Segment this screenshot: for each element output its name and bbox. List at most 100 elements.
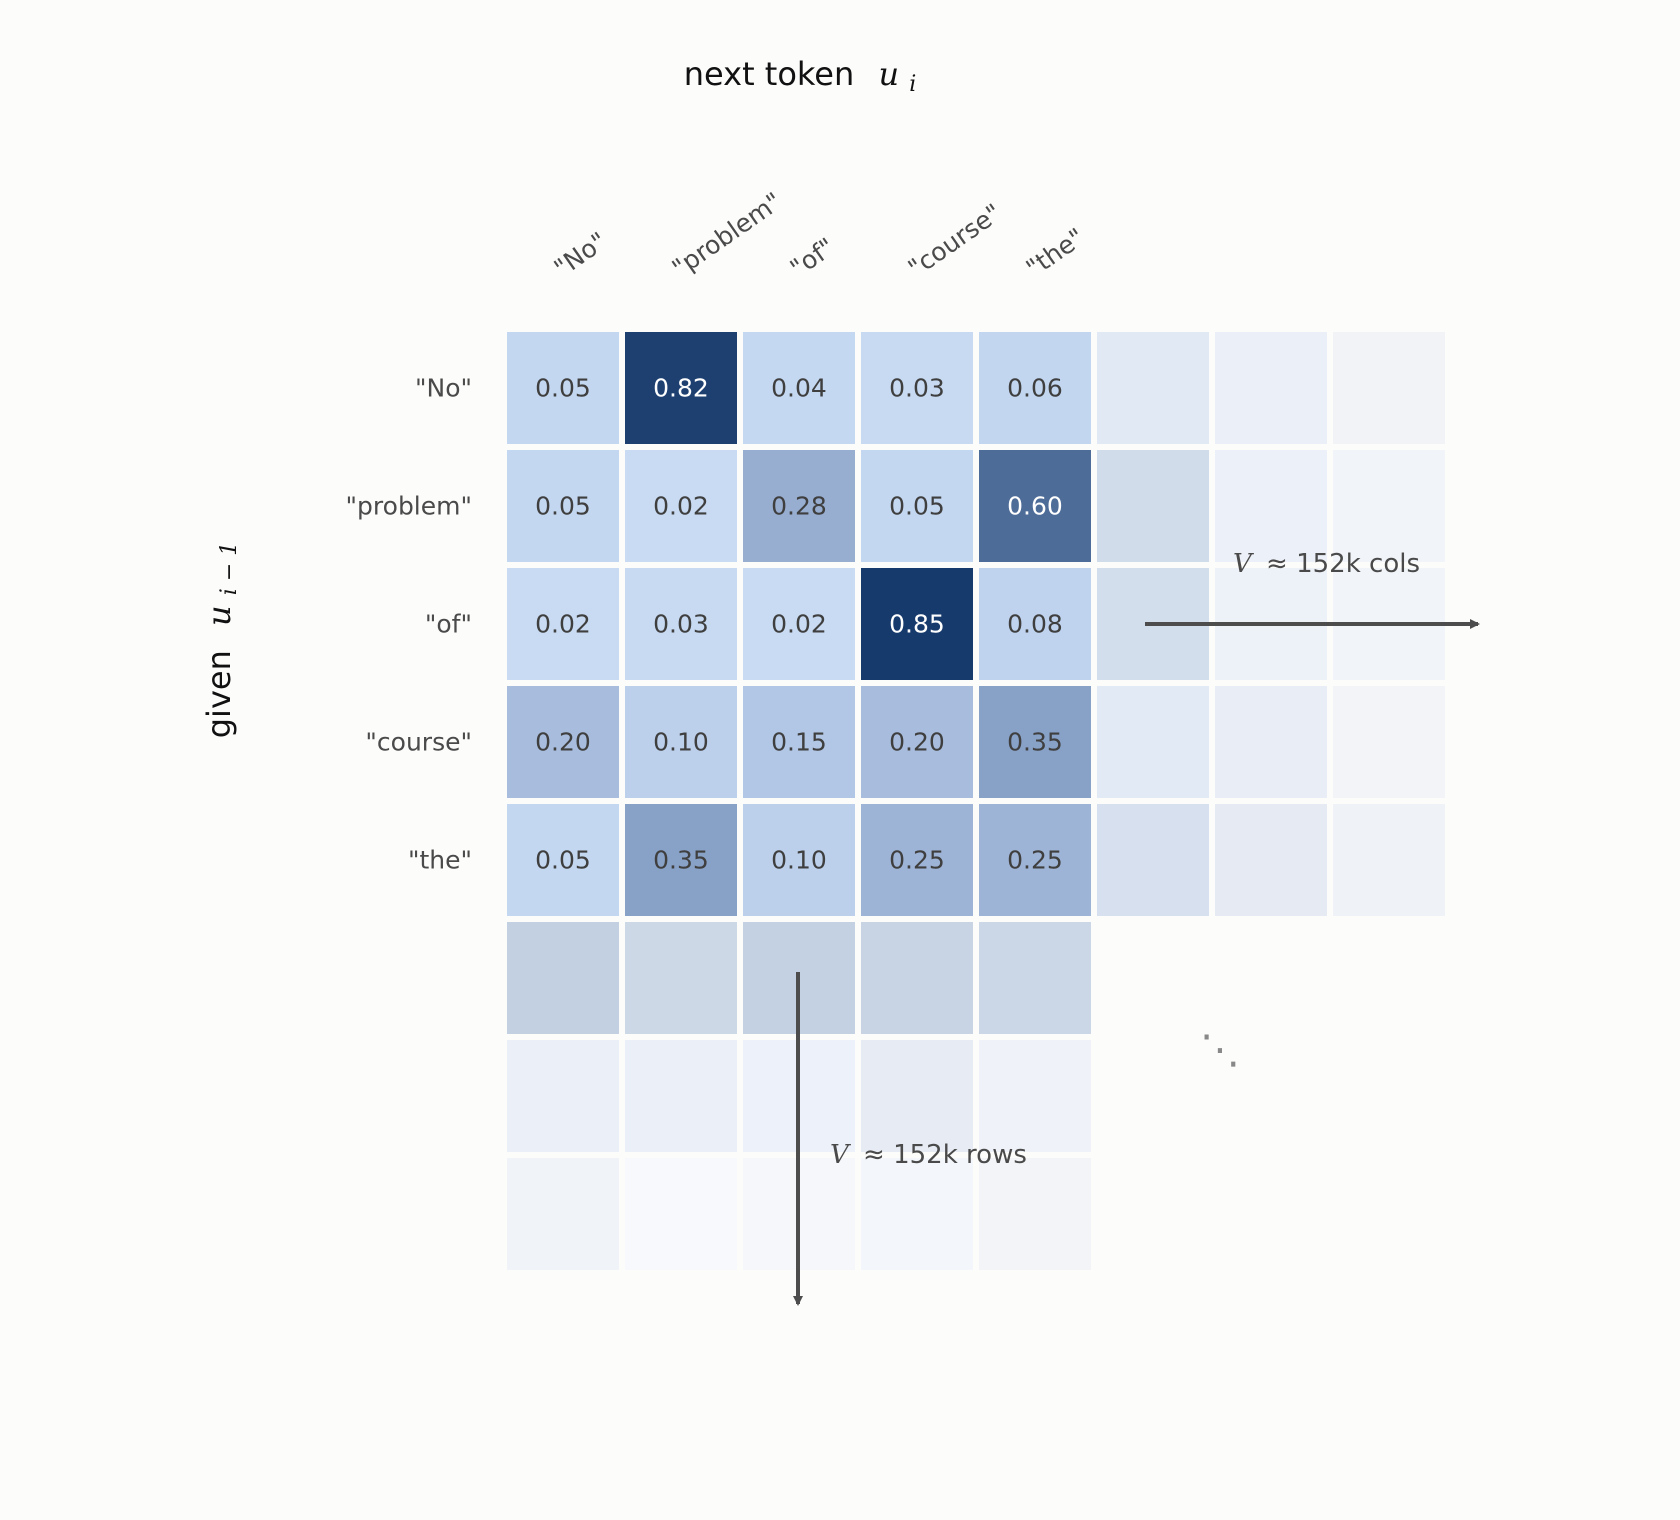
faded-cell (1097, 686, 1209, 798)
faded-cell (1097, 450, 1209, 562)
faded-cell (1215, 804, 1327, 916)
faded-cell (1097, 332, 1209, 444)
chart-title-math: u (878, 55, 899, 93)
cell-value-label: 0.05 (535, 374, 591, 403)
faded-cell (861, 922, 973, 1034)
faded-cell (625, 1040, 737, 1152)
heatmap-cell (625, 686, 737, 798)
chart-title-math-sub: i (909, 72, 916, 97)
heatmap-cell (861, 686, 973, 798)
faded-cell (1215, 332, 1327, 444)
cell-value-label: 0.02 (653, 492, 709, 521)
cols-annotation-text: ≈ 152k cols (1266, 549, 1420, 579)
chart-title: next token u i (684, 55, 917, 97)
cell-value-label: 0.60 (1007, 492, 1063, 521)
faded-cell (1333, 686, 1445, 798)
cell-value-label: 0.20 (535, 728, 591, 757)
heatmap-cell (861, 450, 973, 562)
heatmap-cell (507, 332, 619, 444)
cell-value-label: 0.25 (889, 846, 945, 875)
cell-value-label: 0.35 (1007, 728, 1063, 757)
faded-cell (1215, 686, 1327, 798)
cell-value-label: 0.15 (771, 728, 827, 757)
cell-value-label: 0.85 (889, 610, 945, 639)
cell-value-label: 0.02 (771, 610, 827, 639)
faded-cell (507, 1158, 619, 1270)
column-tick-label: "of" (785, 232, 840, 283)
row-tick-label: "the" (408, 846, 472, 875)
faded-cell (507, 922, 619, 1034)
cell-value-label: 0.05 (535, 492, 591, 521)
heatmap-cell (979, 686, 1091, 798)
cols-annotation: V ≈ 152k cols (1233, 549, 1420, 579)
rows-annotation-text: ≈ 152k rows (863, 1140, 1027, 1170)
cell-value-label: 0.25 (1007, 846, 1063, 875)
heatmap-cell (743, 568, 855, 680)
cell-value-label: 0.03 (889, 374, 945, 403)
row-tick-label: "of" (425, 610, 472, 639)
column-tick-label: "No" (549, 226, 612, 282)
cell-value-label: 0.08 (1007, 610, 1063, 639)
y-axis-label: given u i − 1 (200, 542, 242, 739)
cell-value-label: 0.10 (771, 846, 827, 875)
faded-cell (507, 1040, 619, 1152)
cell-value-labels: 0.05 0.82 0.04 0.03 0.06 0.05 0.02 0.28 0.05 0.60… (535, 374, 1063, 875)
heatmap-cell (743, 450, 855, 562)
heatmap-cell (743, 686, 855, 798)
faded-cell (1215, 450, 1327, 562)
faded-cell (979, 1040, 1091, 1152)
cell-value-label: 0.20 (889, 728, 945, 757)
heatmap-cell (861, 568, 973, 680)
heatmap-cell (625, 568, 737, 680)
faded-cell (979, 1158, 1091, 1270)
heatmap-cell (743, 332, 855, 444)
heatmap-cell (979, 568, 1091, 680)
cell-value-label: 0.05 (535, 846, 591, 875)
rows-annotation-var: V (830, 1140, 851, 1170)
faded-cell (861, 1040, 973, 1152)
cell-value-label: 0.05 (889, 492, 945, 521)
heatmap-cell (625, 450, 737, 562)
y-axis-label-math-sub: i − 1 (217, 542, 242, 595)
row-tick-labels: "No" "problem" "of" "course" "the" (346, 374, 472, 875)
heatmap-cell (861, 332, 973, 444)
faded-cell (1097, 804, 1209, 916)
column-tick-label: "problem" (667, 187, 787, 283)
cell-value-label: 0.10 (653, 728, 709, 757)
chart-title-text: next token (684, 55, 855, 93)
faded-cell (1333, 332, 1445, 444)
faded-cell (1333, 450, 1445, 562)
row-tick-label: "No" (415, 374, 472, 403)
y-axis-label-text: given (200, 650, 238, 738)
column-tick-label: "the" (1021, 222, 1090, 282)
heatmap-cells (507, 332, 1091, 916)
cell-value-label: 0.28 (771, 492, 827, 521)
rows-annotation: V ≈ 152k rows (830, 1140, 1027, 1170)
row-tick-label: "problem" (346, 492, 472, 521)
cell-value-label: 0.02 (535, 610, 591, 639)
heatmap-cell (507, 450, 619, 562)
heatmap-cell (979, 450, 1091, 562)
faded-cell (861, 1158, 973, 1270)
faded-cell (625, 922, 737, 1034)
faded-cell (1333, 804, 1445, 916)
cell-value-label: 0.03 (653, 610, 709, 639)
cell-value-label: 0.35 (653, 846, 709, 875)
cell-value-label: 0.06 (1007, 374, 1063, 403)
faded-cell (625, 1158, 737, 1270)
heatmap-cell (507, 804, 619, 916)
column-tick-labels: "No" "problem""of" "course" "the" (549, 187, 1090, 283)
heatmap-cell (979, 332, 1091, 444)
column-tick-label: "course" (903, 198, 1007, 283)
heatmap-cell (861, 804, 973, 916)
cols-annotation-var: V (1233, 549, 1254, 579)
ellipsis-icon: ⋱ (1200, 1027, 1240, 1073)
cell-value-label: 0.04 (771, 374, 827, 403)
row-tick-label: "course" (365, 728, 472, 757)
faded-cells (507, 332, 1445, 1270)
cell-value-label: 0.82 (653, 374, 709, 403)
heatmap-cell (743, 804, 855, 916)
y-axis-label-math: u (200, 605, 238, 626)
heatmap-cell (507, 686, 619, 798)
